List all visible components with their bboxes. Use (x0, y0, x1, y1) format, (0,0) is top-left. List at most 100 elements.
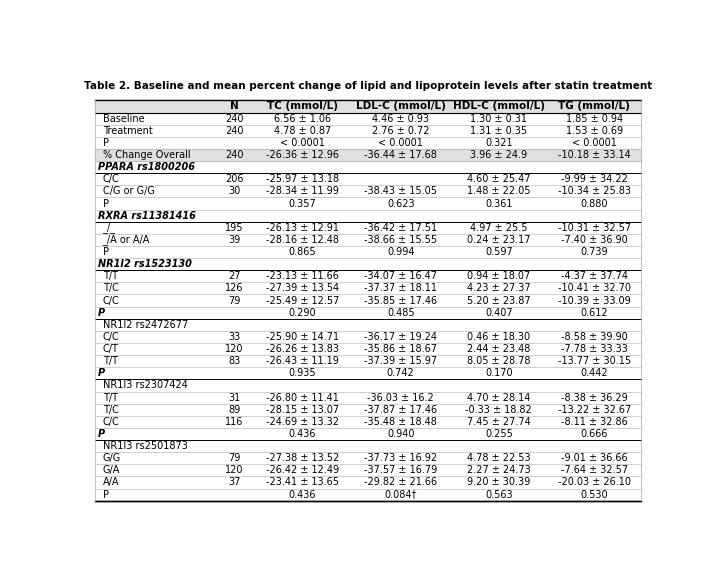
Text: 0.24 ± 23.17: 0.24 ± 23.17 (467, 235, 531, 245)
Text: 79: 79 (228, 295, 241, 306)
Text: -23.13 ± 11.66: -23.13 ± 11.66 (266, 271, 339, 281)
Text: -25.90 ± 14.71: -25.90 ± 14.71 (266, 332, 339, 342)
Text: 3.96 ± 24.9: 3.96 ± 24.9 (470, 150, 528, 160)
Text: LDL-C (mmol/L): LDL-C (mmol/L) (355, 102, 446, 111)
Text: -10.31 ± 32.57: -10.31 ± 32.57 (558, 223, 631, 233)
Text: -23.41 ± 13.65: -23.41 ± 13.65 (266, 477, 339, 488)
Text: 4.23 ± 27.37: 4.23 ± 27.37 (467, 284, 531, 293)
Text: T/C: T/C (103, 405, 118, 415)
Text: 0.994: 0.994 (387, 247, 414, 257)
Text: -10.34 ± 25.83: -10.34 ± 25.83 (558, 186, 631, 197)
Text: 1.48 ± 22.05: 1.48 ± 22.05 (467, 186, 531, 197)
Text: Baseline: Baseline (103, 114, 144, 124)
Text: 0.084†: 0.084† (385, 490, 417, 499)
Text: 0.46 ± 18.30: 0.46 ± 18.30 (467, 332, 531, 342)
Text: -9.99 ± 34.22: -9.99 ± 34.22 (561, 174, 628, 184)
Text: -9.01 ± 36.66: -9.01 ± 36.66 (561, 453, 628, 463)
Text: < 0.0001: < 0.0001 (572, 138, 617, 148)
Text: 31: 31 (228, 393, 241, 403)
Text: -36.42 ± 17.51: -36.42 ± 17.51 (364, 223, 437, 233)
Text: -29.82 ± 21.66: -29.82 ± 21.66 (364, 477, 437, 488)
Text: -0.33 ± 18.82: -0.33 ± 18.82 (465, 405, 532, 415)
Text: NR1I3 rs2307424: NR1I3 rs2307424 (103, 380, 187, 390)
Text: 1.31 ± 0.35: 1.31 ± 0.35 (470, 126, 528, 136)
Text: 0.880: 0.880 (581, 198, 608, 208)
Text: 0.436: 0.436 (289, 490, 317, 499)
Text: -27.39 ± 13.54: -27.39 ± 13.54 (266, 284, 339, 293)
Text: -10.18 ± 33.14: -10.18 ± 33.14 (558, 150, 630, 160)
Text: -10.39 ± 33.09: -10.39 ± 33.09 (558, 295, 630, 306)
Text: 0.597: 0.597 (485, 247, 513, 257)
Text: 0.612: 0.612 (580, 308, 608, 318)
Text: A/A: A/A (103, 477, 119, 488)
Text: -10.41 ± 32.70: -10.41 ± 32.70 (558, 284, 631, 293)
Text: -25.49 ± 12.57: -25.49 ± 12.57 (266, 295, 339, 306)
Text: 4.70 ± 28.14: 4.70 ± 28.14 (467, 393, 531, 403)
Text: -28.34 ± 11.99: -28.34 ± 11.99 (266, 186, 339, 197)
Text: 0.530: 0.530 (580, 490, 608, 499)
Text: 39: 39 (228, 235, 241, 245)
Text: Table 2. Baseline and mean percent change of lipid and lipoprotein levels after : Table 2. Baseline and mean percent chang… (84, 81, 652, 91)
Text: P: P (103, 247, 108, 257)
Text: Treatment: Treatment (103, 126, 152, 136)
Text: -37.73 ± 16.92: -37.73 ± 16.92 (364, 453, 437, 463)
Text: PPARA rs1800206: PPARA rs1800206 (98, 162, 195, 172)
Text: -13.22 ± 32.67: -13.22 ± 32.67 (558, 405, 631, 415)
Text: 0.485: 0.485 (387, 308, 414, 318)
Text: P: P (103, 138, 108, 148)
Text: G/G: G/G (103, 453, 121, 463)
Text: -36.44 ± 17.68: -36.44 ± 17.68 (364, 150, 437, 160)
Text: -20.03 ± 26.10: -20.03 ± 26.10 (558, 477, 631, 488)
Text: T/C: T/C (103, 284, 118, 293)
Text: 4.78 ± 22.53: 4.78 ± 22.53 (467, 453, 531, 463)
Text: 0.739: 0.739 (580, 247, 608, 257)
Text: 195: 195 (225, 223, 243, 233)
Text: 8.05 ± 28.78: 8.05 ± 28.78 (467, 356, 531, 366)
Text: N: N (230, 102, 239, 111)
Text: -8.58 ± 39.90: -8.58 ± 39.90 (561, 332, 628, 342)
Text: T/T: T/T (103, 393, 118, 403)
Text: -36.03 ± 16.2: -36.03 ± 16.2 (368, 393, 434, 403)
Text: T/T: T/T (103, 271, 118, 281)
Text: -7.64 ± 32.57: -7.64 ± 32.57 (561, 466, 628, 475)
Text: 5.20 ± 23.87: 5.20 ± 23.87 (467, 295, 531, 306)
Text: -26.42 ± 12.49: -26.42 ± 12.49 (266, 466, 339, 475)
Text: NR1I2 rs1523130: NR1I2 rs1523130 (98, 259, 192, 269)
Text: 120: 120 (225, 344, 243, 354)
Text: C/C: C/C (103, 174, 119, 184)
Text: -35.48 ± 18.48: -35.48 ± 18.48 (364, 417, 437, 427)
Text: G/A: G/A (103, 466, 120, 475)
Text: 79: 79 (228, 453, 241, 463)
Text: C/G or G/G: C/G or G/G (103, 186, 154, 197)
Text: -4.37 ± 37.74: -4.37 ± 37.74 (561, 271, 628, 281)
Text: 2.27 ± 24.73: 2.27 ± 24.73 (467, 466, 531, 475)
Text: 0.407: 0.407 (485, 308, 513, 318)
Text: 89: 89 (228, 405, 241, 415)
Text: 37: 37 (228, 477, 241, 488)
Text: 1.85 ± 0.94: 1.85 ± 0.94 (566, 114, 623, 124)
Text: 0.865: 0.865 (289, 247, 317, 257)
Text: -25.97 ± 13.18: -25.97 ± 13.18 (266, 174, 339, 184)
Text: 4.78 ± 0.87: 4.78 ± 0.87 (274, 126, 331, 136)
Text: 0.321: 0.321 (485, 138, 513, 148)
Text: 240: 240 (225, 150, 243, 160)
Text: P: P (103, 198, 108, 208)
Text: -13.77 ± 30.15: -13.77 ± 30.15 (558, 356, 631, 366)
Text: 0.623: 0.623 (387, 198, 414, 208)
Text: 7.45 ± 27.74: 7.45 ± 27.74 (467, 417, 531, 427)
Text: -28.16 ± 12.48: -28.16 ± 12.48 (266, 235, 339, 245)
Text: -36.17 ± 19.24: -36.17 ± 19.24 (364, 332, 437, 342)
Text: 0.255: 0.255 (485, 429, 513, 439)
Text: -27.38 ± 13.52: -27.38 ± 13.52 (266, 453, 339, 463)
Text: TC (mmol/L): TC (mmol/L) (267, 102, 338, 111)
Text: 83: 83 (228, 356, 241, 366)
Text: 0.940: 0.940 (387, 429, 414, 439)
Text: 0.94 ± 18.07: 0.94 ± 18.07 (467, 271, 531, 281)
Text: P: P (98, 429, 106, 439)
Bar (95, 101, 640, 112)
Text: RXRA rs11381416: RXRA rs11381416 (98, 211, 196, 221)
Text: _/_: _/_ (103, 222, 116, 233)
Text: 27: 27 (228, 271, 241, 281)
Text: 2.44 ± 23.48: 2.44 ± 23.48 (467, 344, 531, 354)
Text: _/A or A/A: _/A or A/A (103, 234, 150, 245)
